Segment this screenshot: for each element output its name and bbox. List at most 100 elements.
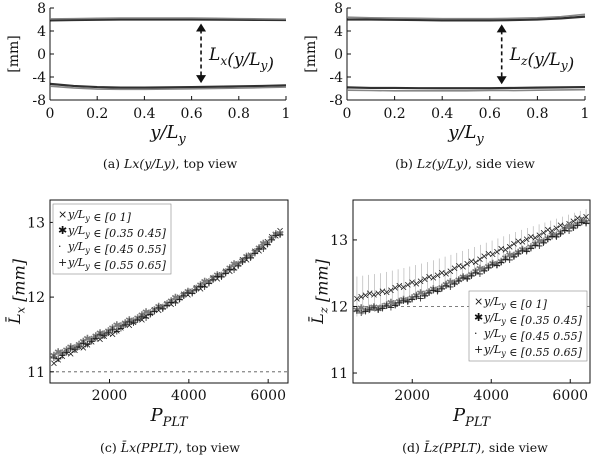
data-point-1: ✱	[259, 239, 267, 250]
data-point-1: ✱	[446, 277, 454, 288]
y-tick-label: -8	[32, 93, 46, 109]
data-point-2: ·	[224, 263, 228, 277]
data-point-0: ×	[221, 266, 229, 277]
data-point-3: +	[50, 353, 58, 364]
data-point-2: ·	[240, 256, 244, 270]
data-point-3: +	[552, 232, 560, 243]
caption-c-label: (c)	[100, 440, 117, 455]
data-point-1: ✱	[209, 274, 217, 285]
data-point-3: +	[205, 279, 213, 290]
data-point-1: ✱	[518, 245, 526, 256]
x-axis-label: PPLT	[149, 405, 188, 430]
y-tick-label: 11	[27, 365, 45, 381]
data-point-1: ✱	[573, 220, 581, 231]
data-point-1: ✱	[217, 271, 225, 282]
data-point-0: ×	[472, 257, 480, 268]
data-point-2: ·	[119, 318, 123, 332]
data-point-0: ×	[247, 251, 255, 262]
data-point-1: ✱	[433, 286, 441, 297]
data-point-0: ×	[446, 266, 454, 277]
data-point-3: +	[188, 289, 196, 300]
data-point-0: ×	[438, 268, 446, 279]
legend-marker: ✱	[58, 224, 67, 237]
data-point-0: ×	[238, 255, 246, 266]
data-point-2: ·	[199, 280, 203, 294]
data-point-2: ·	[372, 302, 376, 316]
data-point-1: ✱	[467, 270, 475, 281]
legend-box	[52, 203, 172, 275]
data-point-3: +	[67, 344, 75, 355]
data-point-2: ·	[474, 266, 478, 280]
data-point-0: ×	[361, 290, 369, 301]
x-tick-label: 0.6	[479, 106, 501, 122]
data-point-0: ×	[276, 226, 284, 237]
data-point-0: ×	[408, 278, 416, 289]
x-tick-label: 0.6	[180, 106, 202, 122]
data-point-2: ·	[86, 334, 90, 348]
data-point-2: ·	[115, 321, 119, 335]
data-point-3: +	[138, 312, 146, 323]
data-point-0: ×	[480, 252, 488, 263]
data-point-3: +	[463, 274, 471, 285]
data-point-2: ·	[576, 219, 580, 233]
legend: × y/Ly ∈ [0 1]✱ y/Ly ∈ [0.35 0.45] · y/Ly ∈ …	[52, 203, 172, 275]
data-point-3: +	[480, 266, 488, 277]
data-point-0: ×	[505, 242, 513, 253]
data-point-1: ✱	[142, 308, 150, 319]
data-point-0: ×	[142, 312, 150, 323]
data-point-0: ×	[357, 292, 365, 303]
data-point-1: ✱	[108, 324, 116, 335]
caption-d: (d) L̄z(PPLT), side view	[370, 440, 580, 455]
data-point-2: ·	[368, 303, 372, 317]
data-point-1: ✱	[58, 349, 66, 360]
data-point-3: +	[518, 246, 526, 257]
data-point-2: ·	[165, 295, 169, 309]
data-point-0: ×	[573, 214, 581, 225]
data-point-2: ·	[376, 300, 380, 314]
data-point-3: +	[167, 297, 175, 308]
data-point-1: ✱	[100, 330, 108, 341]
data-point-0: ×	[455, 261, 463, 272]
data-point-1: ✱	[510, 251, 518, 262]
data-point-3: +	[247, 253, 255, 264]
data-point-3: +	[531, 240, 539, 251]
data-point-0: ×	[62, 348, 70, 359]
data-point-0: ×	[548, 226, 556, 237]
data-point-2: ·	[499, 252, 503, 266]
y-tick-label: 0	[37, 47, 46, 63]
panel-d: ××××××××××××××××××××××××××××××××××××××××…	[306, 199, 591, 430]
data-point-2: ·	[211, 274, 215, 288]
data-point-3: +	[446, 282, 454, 293]
data-point-1: ✱	[438, 283, 446, 294]
caption-d-label: (d)	[402, 440, 420, 455]
data-point-2: ·	[584, 213, 588, 227]
data-point-0: ×	[582, 212, 590, 223]
data-point-3: +	[134, 315, 142, 326]
data-point-3: +	[209, 275, 217, 286]
data-point-2: ·	[232, 259, 236, 273]
data-point-2: ·	[186, 286, 190, 300]
data-point-2: ·	[512, 247, 516, 261]
data-point-3: +	[548, 232, 556, 243]
data-point-2: ·	[60, 345, 64, 359]
data-point-2: ·	[270, 234, 274, 248]
data-point-2: ·	[355, 305, 359, 319]
data-point-3: +	[117, 323, 125, 334]
data-point-1: ✱	[192, 284, 200, 295]
data-point-2: ·	[140, 310, 144, 324]
data-point-3: +	[230, 265, 238, 276]
caption-c: (c) L̄x(PPLT), top view	[65, 440, 275, 455]
x-tick-label: 0.2	[86, 106, 108, 122]
data-point-3: +	[535, 241, 543, 252]
data-point-3: +	[561, 226, 569, 237]
data-point-1: ✱	[361, 306, 369, 317]
data-point-0: ×	[544, 225, 552, 236]
data-point-2: ·	[182, 290, 186, 304]
data-point-1: ✱	[561, 225, 569, 236]
data-point-2: ·	[144, 307, 148, 321]
data-point-2: ·	[423, 286, 427, 300]
data-point-0: ×	[433, 270, 441, 281]
data-point-1: ✱	[484, 262, 492, 273]
data-point-3: +	[442, 281, 450, 292]
